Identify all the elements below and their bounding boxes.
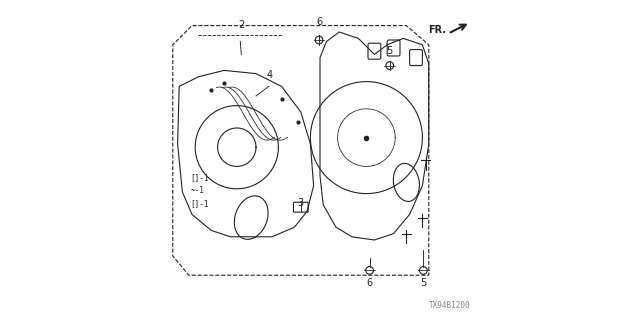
Text: TX94B1200: TX94B1200: [429, 301, 470, 310]
Text: 4: 4: [267, 70, 273, 80]
Text: ~-1: ~-1: [191, 186, 204, 195]
Text: []-1: []-1: [191, 199, 209, 208]
Text: 6: 6: [316, 17, 322, 27]
Text: 3: 3: [298, 198, 304, 208]
Text: 5: 5: [387, 46, 393, 56]
Text: 5: 5: [420, 278, 426, 288]
Text: 6: 6: [367, 278, 372, 288]
Text: 2: 2: [239, 20, 244, 30]
Text: FR.: FR.: [428, 25, 447, 36]
Text: []-1: []-1: [191, 173, 209, 182]
